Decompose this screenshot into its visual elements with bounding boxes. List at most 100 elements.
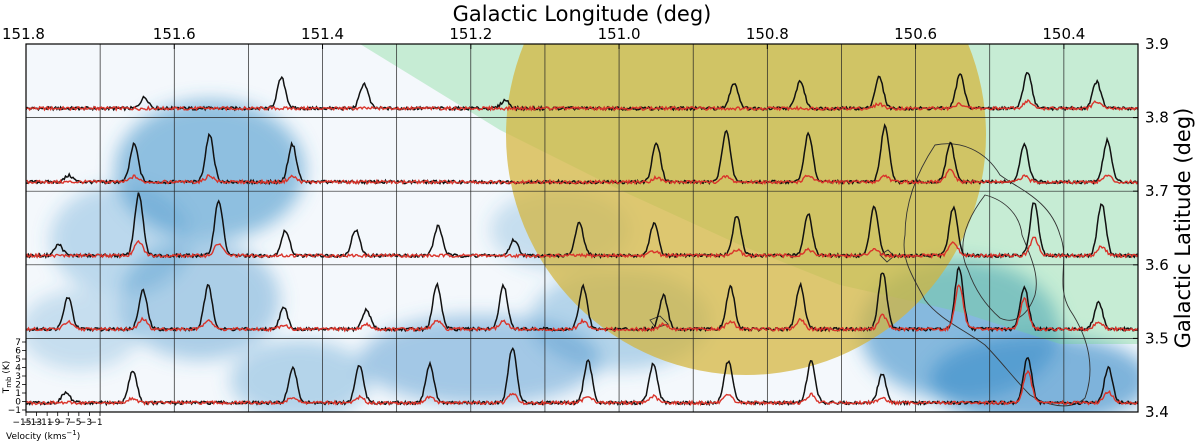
inset-y-tick-label: 1 [15, 389, 21, 399]
inset-x-tick-label: −15 [13, 418, 32, 428]
spectrum-black [99, 288, 175, 332]
spectrum-red [692, 248, 768, 259]
spectrum-red [618, 394, 694, 407]
spectrum-red [247, 105, 323, 112]
spectrum-red [396, 319, 472, 333]
spectrum-red [915, 101, 991, 112]
spectrum-red [915, 400, 991, 406]
inset-x-tick-label: −13 [23, 418, 42, 428]
spectrum-red [1063, 174, 1138, 185]
spectrum-red [544, 178, 620, 185]
spectrum-black [247, 141, 323, 186]
spectrum-red [470, 392, 546, 406]
spectrum-red [99, 105, 175, 112]
spectrum-red [989, 236, 1065, 259]
spectrum-red [321, 105, 398, 112]
x-tick-label: 151.2 [449, 25, 492, 43]
spectrum-red [322, 321, 398, 333]
spectrum-red [99, 316, 175, 332]
x-tick-label: 151.4 [301, 25, 344, 43]
spectrum-red [618, 105, 694, 112]
spectrum-red [841, 248, 917, 259]
spectrum-black [914, 205, 991, 259]
spectrum-red [173, 243, 249, 259]
inset-y-tick-label: 6 [15, 347, 21, 357]
x-tick-label: 151.6 [153, 25, 196, 43]
spectrum-red [989, 369, 1065, 406]
spectrum-red [26, 178, 101, 185]
inset-x-tick-label: −5 [68, 418, 81, 428]
spectrum-red [26, 252, 101, 259]
spectrum-red [544, 252, 620, 259]
inset-x-label: Velocity (kms−1) [6, 429, 80, 442]
spectrum-red [174, 319, 249, 332]
spectrum-red [766, 247, 842, 259]
spectrum-red [247, 174, 323, 185]
spectrum-red [1063, 245, 1138, 259]
spectrum-red [26, 105, 101, 112]
spectrum-red [544, 105, 620, 112]
spectrum-red [618, 174, 694, 185]
spectrum-red [247, 397, 323, 406]
spectrum-red [470, 252, 546, 259]
spectrum-red [544, 317, 620, 333]
inset-x-tick-label: −11 [34, 418, 53, 428]
spectrum-red [989, 296, 1065, 332]
spectrum-red [470, 105, 546, 112]
spectrum-red [544, 396, 620, 406]
spectrum-black [173, 132, 250, 185]
y-tick-label: 3.6 [1145, 256, 1169, 274]
spectrum-red [693, 393, 768, 407]
spectrum-red [915, 241, 991, 259]
y-tick-label: 3.9 [1145, 35, 1169, 53]
spectrum-red [989, 98, 1065, 112]
x-tick-labels: 151.8 151.6 151.4 151.2 151.0 150.8 150.6 150.4 [2, 25, 1085, 49]
inset-y-tick-label: 4 [15, 364, 21, 374]
y-tick-label: 3.8 [1145, 109, 1169, 127]
spectrum-red [692, 319, 768, 332]
x-tick-label: 151.0 [598, 25, 641, 43]
y-tick-label: 3.5 [1145, 329, 1169, 347]
inset-x-tick-label: −9 [47, 418, 61, 428]
spectrum-red [248, 324, 323, 333]
spectrum-red [396, 105, 472, 112]
spectrum-red [915, 284, 991, 332]
spectrum-red [26, 400, 101, 406]
spectrum-red [618, 250, 694, 259]
spectrum-red [766, 174, 843, 186]
spectrum-black [173, 199, 249, 259]
inset-y-tick-label: 3 [15, 372, 21, 382]
spectrum-red [841, 396, 916, 406]
inset-x-tick-label: −7 [58, 418, 71, 428]
y-axis-label: Galactic Latitude (deg) [1171, 108, 1195, 349]
spectrum-red [840, 102, 916, 111]
spectrum-black [692, 216, 768, 259]
x-tick-label: 150.6 [894, 25, 937, 43]
contour-outer [903, 143, 1091, 407]
y-tick-label: 3.4 [1145, 403, 1169, 421]
x-tick-label: 150.4 [1042, 25, 1085, 43]
intensity-blob [930, 335, 1138, 412]
grid-lines [26, 44, 1138, 412]
inset-x-tick-label: −3 [79, 418, 92, 428]
inset-y-tick-label: 0 [15, 398, 21, 408]
spectrum-red [173, 400, 249, 406]
x-axis-label: Galactic Longitude (deg) [453, 2, 712, 26]
spectrum-red [396, 179, 472, 185]
plot-frame [25, 43, 1139, 413]
spectrum-red [322, 252, 397, 259]
x-tick-label: 150.8 [746, 25, 789, 43]
spectrum-red [841, 313, 916, 332]
spectrum-red [766, 105, 842, 112]
spectrum-red [766, 392, 842, 406]
inset-y-tick-label: −1 [8, 406, 21, 416]
spectrum-red [841, 174, 917, 186]
spectrum-red [322, 178, 398, 185]
inset-y-tick-label: 2 [15, 381, 21, 391]
spectrum-red [396, 395, 471, 406]
spectrum-red [989, 174, 1065, 185]
inset-x-tick-label: −1 [89, 418, 102, 428]
y-tick-label: 3.7 [1145, 182, 1169, 200]
x-tick-label: 151.8 [2, 25, 45, 43]
